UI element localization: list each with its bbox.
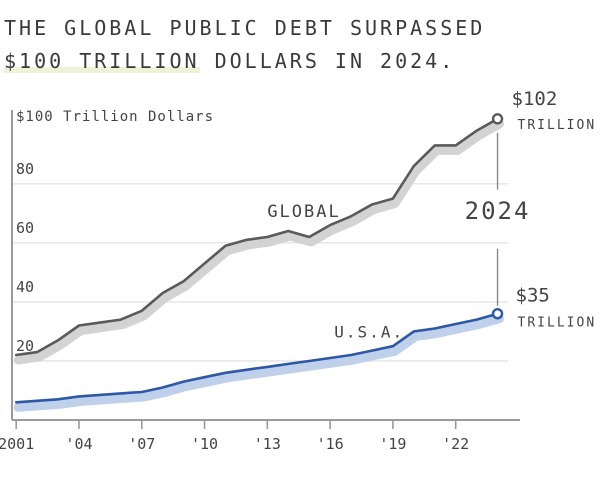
x-tick-label: '13 bbox=[254, 435, 281, 453]
title-line-2-rest: dollars in 2024. bbox=[199, 49, 456, 73]
x-tick-label: '19 bbox=[379, 435, 406, 453]
title-line-1: The global public debt surpassed bbox=[4, 16, 486, 40]
global-series-label: GLOBAL bbox=[267, 202, 340, 222]
title-highlight: $100 trillion bbox=[4, 49, 200, 73]
y-tick-label: 20 bbox=[16, 337, 34, 355]
y-tick-label: 40 bbox=[16, 278, 34, 296]
y-axis-label: $100 Trillion Dollars bbox=[16, 109, 214, 125]
x-tick-label: '10 bbox=[191, 435, 218, 453]
x-tick-label: '04 bbox=[65, 435, 92, 453]
x-tick-label: '16 bbox=[317, 435, 344, 453]
series-shadow bbox=[13, 119, 504, 365]
usa-series-label: U.S.A. bbox=[334, 322, 404, 341]
x-tick-label: 2001 bbox=[0, 435, 34, 453]
chart-title: The global public debt surpassed $100 tr… bbox=[4, 12, 594, 78]
title-line-2: $100 trillion dollars in 2024. bbox=[4, 45, 594, 78]
y-tick-label: 60 bbox=[16, 219, 34, 237]
usa-end-unit: TRILLION bbox=[518, 316, 597, 331]
global-end-amount: $102 bbox=[512, 88, 558, 110]
data-point bbox=[491, 308, 504, 320]
usa-end-amount: $35 bbox=[516, 285, 550, 307]
usa-line bbox=[14, 312, 499, 404]
global-end-unit: TRILLION bbox=[518, 118, 597, 133]
global-line bbox=[14, 117, 499, 357]
x-tick-label: '07 bbox=[128, 435, 155, 453]
y-tick-label: 80 bbox=[16, 160, 34, 178]
x-tick-label: '22 bbox=[442, 435, 469, 453]
series-shadow bbox=[13, 314, 504, 412]
year-annotation: 2024 bbox=[465, 197, 531, 225]
data-point bbox=[491, 113, 504, 125]
